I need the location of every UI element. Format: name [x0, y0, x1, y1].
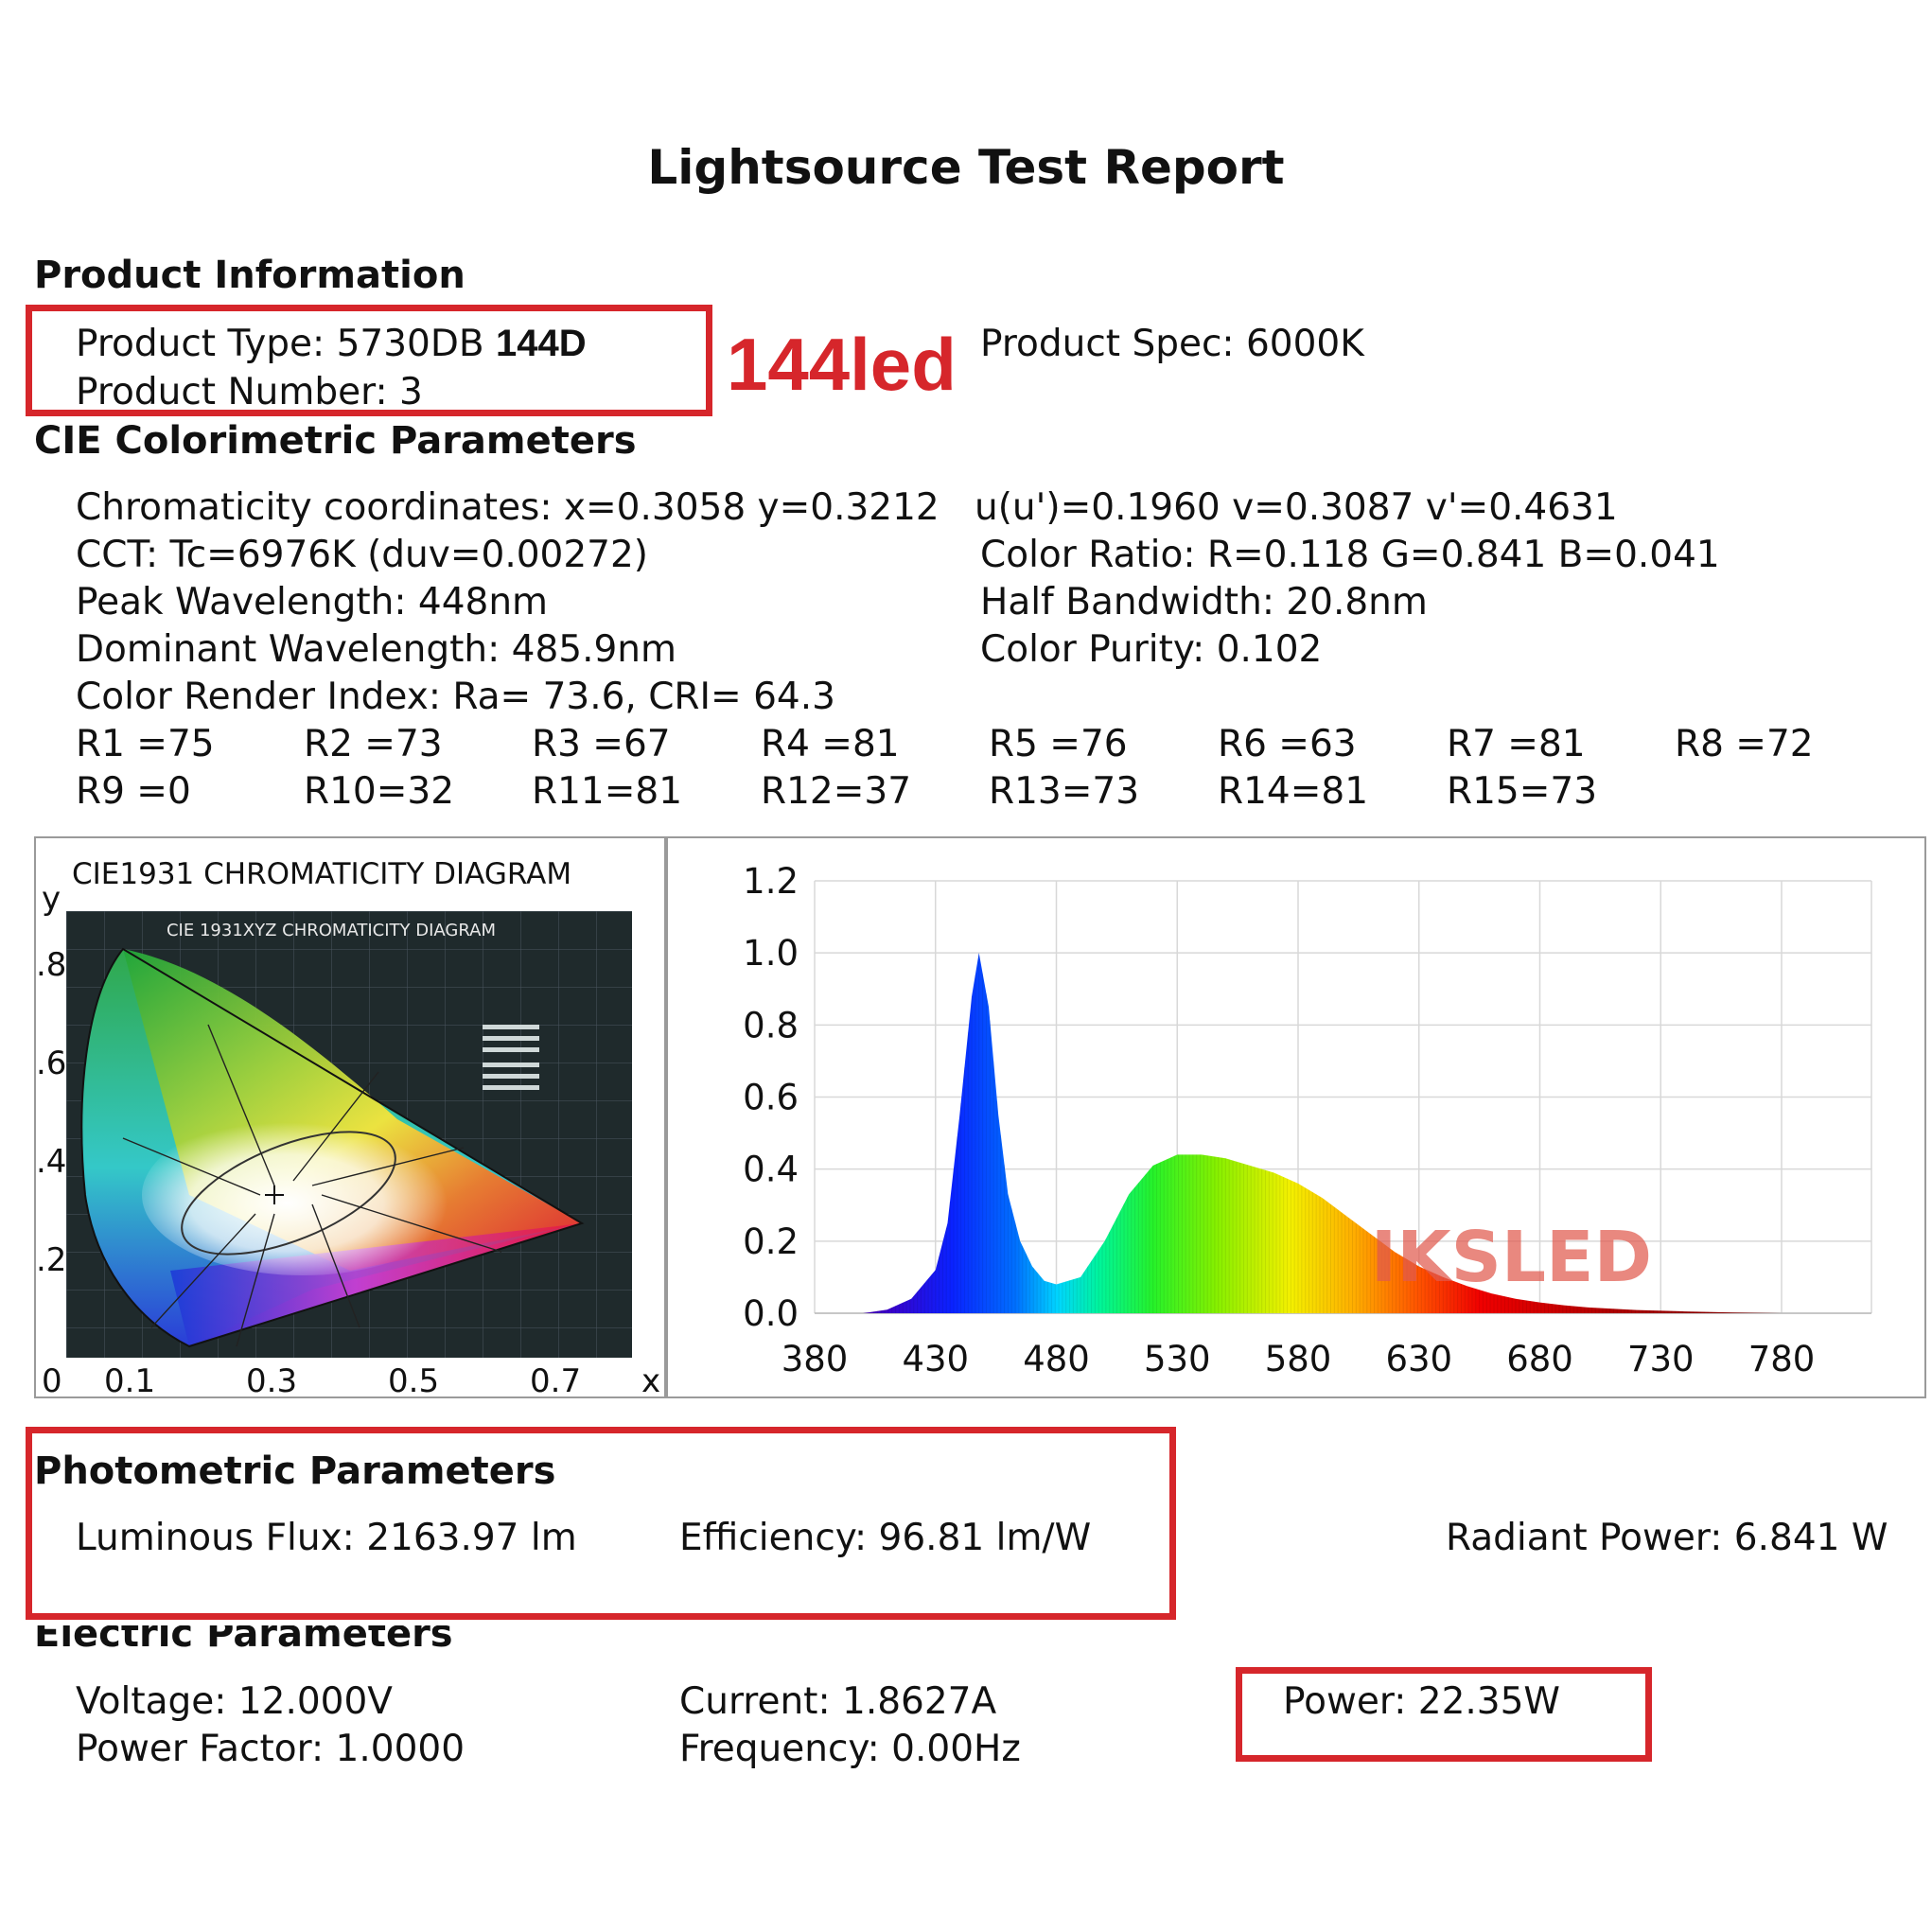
r-value: R4 =81	[761, 723, 900, 765]
cie-x-tick: 0.7	[530, 1362, 582, 1400]
spectrum-hatching	[873, 953, 1716, 1313]
uv-coordinates: u(u')=0.1960 v=0.3087 v'=0.4631	[975, 486, 1618, 529]
luminous-flux: Luminous Flux: 2163.97 lm	[76, 1517, 577, 1559]
r-value: R10=32	[304, 770, 455, 813]
cie-x-axis-label: x	[641, 1362, 661, 1400]
x-tick-label: 580	[1265, 1339, 1332, 1379]
power: Power: 22.35W	[1283, 1680, 1560, 1723]
product-type-label: Product Type: 5730DB	[76, 323, 484, 365]
cie-diagram-panel: CIE1931 CHROMATICITY DIAGRAM y .8 .6 .4 …	[34, 836, 666, 1400]
y-tick-label: 0.2	[743, 1221, 799, 1262]
cie-y-tick: .6	[36, 1045, 67, 1082]
power-factor: Power Factor: 1.0000	[76, 1728, 465, 1770]
r-value: R8 =72	[1675, 723, 1814, 765]
x-tick-label: 480	[1023, 1339, 1090, 1379]
electric-heading: Electric Parameters	[34, 1612, 453, 1656]
product-number: Product Number: 3	[76, 371, 423, 413]
x-tick-label: 780	[1748, 1339, 1816, 1379]
product-spec: Product Spec: 6000K	[980, 323, 1364, 365]
spectrum-area	[863, 953, 1782, 1313]
y-tick-label: 1.0	[743, 933, 799, 974]
spectrum-watermark: IKSLED	[1371, 1217, 1652, 1298]
cct: CCT: Tc=6976K (duv=0.00272)	[76, 534, 649, 576]
spectrum-chart: IKSLED 0.0 0.2 0.4 0.6 0.8 1.0 1.2 380 430 480 53…	[743, 861, 1872, 1379]
r-value: R5 =76	[989, 723, 1128, 765]
color-purity: Color Purity: 0.102	[980, 628, 1323, 671]
x-tick-label: 680	[1506, 1339, 1573, 1379]
radiant-power: Radiant Power: 6.841 W	[1446, 1517, 1888, 1559]
chromaticity-coordinates: Chromaticity coordinates: x=0.3058 y=0.3…	[76, 486, 940, 529]
y-tick-label: 0.4	[743, 1150, 799, 1190]
cie-y-tick: .8	[36, 946, 67, 984]
power-highlight	[1236, 1667, 1652, 1762]
product-type-highlight	[26, 305, 712, 416]
cie-x-tick: 0.3	[246, 1362, 298, 1400]
cie-diagram-title: CIE1931 CHROMATICITY DIAGRAM	[72, 857, 572, 891]
product-info-heading: Product Information	[34, 254, 465, 297]
product-type-suffix: 144D	[496, 323, 587, 364]
cie-inner-title: CIE 1931XYZ CHROMATICITY DIAGRAM	[167, 921, 496, 940]
x-tick-label: 630	[1385, 1339, 1452, 1379]
voltage: Voltage: 12.000V	[76, 1680, 393, 1723]
cie-y-axis-label: y	[42, 880, 61, 918]
r-value: R3 =67	[532, 723, 671, 765]
spectrum-panel: IKSLED 0.0 0.2 0.4 0.6 0.8 1.0 1.2 380 430 480 53…	[666, 836, 1926, 1398]
dominant-wavelength: Dominant Wavelength: 485.9nm	[76, 628, 676, 671]
cie-y-tick: .2	[36, 1241, 67, 1279]
cie-chromaticity-image: CIE 1931XYZ CHROMATICITY DIAGRAM	[66, 911, 632, 1358]
y-tick-label: 0.6	[743, 1078, 799, 1118]
x-tick-label: 380	[782, 1339, 849, 1379]
cie-x-tick: 0.1	[104, 1362, 156, 1400]
cie-x-tick: 0	[42, 1362, 62, 1400]
color-ratio: Color Ratio: R=0.118 G=0.841 B=0.041	[980, 534, 1720, 576]
r-value: R1 =75	[76, 723, 215, 765]
r-value: R15=73	[1447, 770, 1598, 813]
report-title: Lightsource Test Report	[647, 140, 1285, 195]
photometric-heading: Photometric Parameters	[34, 1449, 556, 1493]
peak-wavelength: Peak Wavelength: 448nm	[76, 581, 549, 624]
r-value: R2 =73	[304, 723, 443, 765]
x-tick-label: 430	[902, 1339, 969, 1379]
cie-params-heading: CIE Colorimetric Parameters	[34, 419, 637, 463]
r-value: R7 =81	[1447, 723, 1586, 765]
x-tick-label: 530	[1144, 1339, 1211, 1379]
current: Current: 1.8627A	[679, 1680, 997, 1723]
cie-y-tick: .4	[36, 1143, 67, 1181]
r-value: R11=81	[532, 770, 683, 813]
product-type: Product Type: 5730DB 144D	[76, 323, 587, 365]
color-render-index: Color Render Index: Ra= 73.6, CRI= 64.3	[76, 676, 835, 718]
efficiency: Efficiency: 96.81 lm/W	[679, 1517, 1092, 1559]
x-tick-label: 730	[1627, 1339, 1695, 1379]
r-value: R14=81	[1218, 770, 1369, 813]
half-bandwidth: Half Bandwidth: 20.8nm	[980, 581, 1428, 624]
y-tick-label: 0.8	[743, 1005, 799, 1045]
r-value: R9 =0	[76, 770, 191, 813]
r-value: R13=73	[989, 770, 1140, 813]
annotation-144led: 144led	[727, 323, 957, 406]
y-tick-label: 1.2	[743, 861, 799, 902]
r-value: R12=37	[761, 770, 912, 813]
photometric-highlight	[26, 1427, 1176, 1620]
r-value: R6 =63	[1218, 723, 1357, 765]
y-tick-label: 0.0	[743, 1293, 799, 1334]
cie-x-tick: 0.5	[388, 1362, 440, 1400]
frequency: Frequency: 0.00Hz	[679, 1728, 1021, 1770]
